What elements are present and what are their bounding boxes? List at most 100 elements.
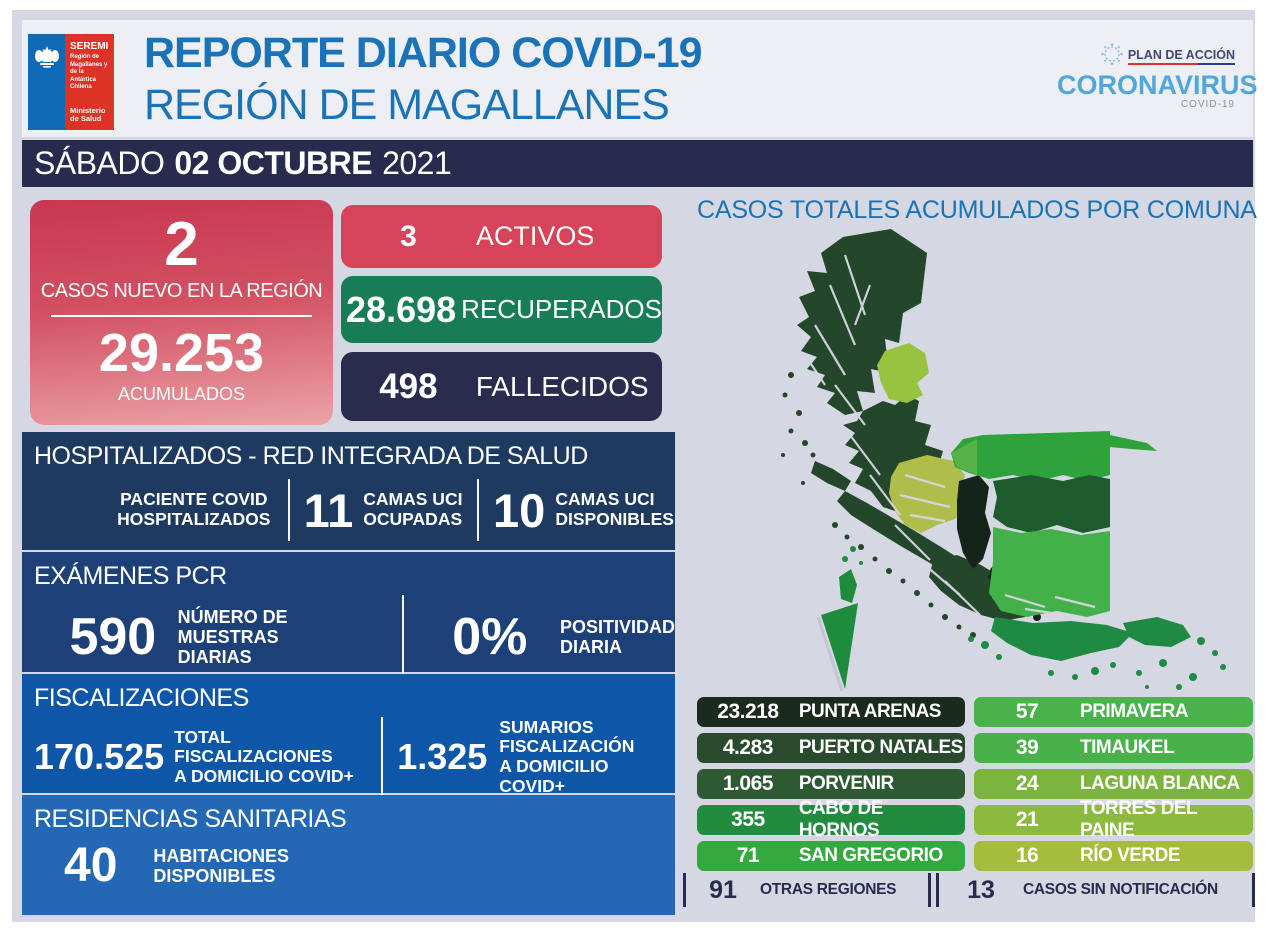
commune-name: PUNTA ARENAS bbox=[798, 701, 942, 722]
active-label: ACTIVOS bbox=[475, 221, 595, 251]
communes-title: CASOS TOTALES ACUMULADOS POR COMUNA bbox=[697, 196, 1257, 224]
uci-occupied-value: 11 bbox=[303, 483, 354, 537]
active-value: 3 bbox=[400, 219, 417, 253]
inspections-summaries-label: SUMARIOS FISCALIZACIÓN A DOMICILIO COVID… bbox=[499, 716, 635, 796]
ministry-label: Ministerio de Salud bbox=[70, 105, 106, 124]
commune-name: LAGUNA BLANCA bbox=[1080, 773, 1240, 794]
commune-name: RÍO VERDE bbox=[1080, 845, 1181, 866]
divider bbox=[477, 479, 480, 541]
commune-row-timaukel: 39 TIMAUKEL bbox=[974, 733, 1253, 763]
commune-value: 71 bbox=[736, 844, 760, 867]
coronavirus-brand: CORONAVIRUS bbox=[1057, 70, 1258, 100]
plan-accion-coronavirus-logo: PLAN DE ACCIÓN CORONAVIRUS COVID-19 bbox=[1057, 42, 1258, 111]
inspections-summaries-value: 1.325 bbox=[397, 736, 488, 777]
seremi-logo-text: SEREMI Región de Magallanes y de la Antá… bbox=[65, 34, 114, 130]
new-cases-card: 2 CASOS NUEVO EN LA REGIÓN 29.253 ACUMUL… bbox=[30, 200, 333, 425]
commune-name: SAN GREGORIO bbox=[798, 845, 943, 866]
commune-row-porvenir: 1.065 PORVENIR bbox=[697, 769, 965, 799]
other-regions-label: OTRAS REGIONES bbox=[760, 881, 897, 898]
page-title-line2: REGIÓN DE MAGALLANES bbox=[144, 80, 670, 129]
date-bar: SÁBADO 02 OCTUBRE 2021 bbox=[22, 140, 1253, 187]
commune-name: TIMAUKEL bbox=[1080, 737, 1175, 758]
commune-name: TORRES DEL PAINE bbox=[1080, 798, 1197, 841]
no-notification-value: 13 bbox=[967, 875, 995, 904]
deceased-card: 498 FALLECIDOS bbox=[341, 352, 662, 421]
page-title: REPORTE DIARIO COVID-19 REGIÓN DE MAGALL… bbox=[144, 28, 703, 131]
commune-value: 4.283 bbox=[722, 736, 774, 759]
inspections-total-label: TOTAL FISCALIZACIONES A DOMICILIO COVID+ bbox=[174, 726, 354, 786]
hospitalized-title: HOSPITALIZADOS - RED INTEGRADA DE SALUD bbox=[34, 442, 588, 470]
commune-value: 21 bbox=[1015, 808, 1039, 831]
commune-value: 39 bbox=[1015, 736, 1039, 759]
inspections-title: FISCALIZACIONES bbox=[34, 684, 249, 712]
covid19-sublabel: COVID-19 bbox=[1180, 99, 1235, 111]
chile-coat-of-arms-icon bbox=[28, 34, 65, 130]
virus-icon bbox=[1100, 42, 1124, 71]
commune-value: 57 bbox=[1015, 700, 1039, 723]
rooms-label: HABITACIONES DISPONIBLES bbox=[153, 845, 290, 886]
card-divider bbox=[51, 315, 312, 317]
inspections-section: FISCALIZACIONES 170.525 TOTAL FISCALIZAC… bbox=[22, 674, 675, 797]
pcr-section: EXÁMENES PCR 590 NÚMERO DE MUESTRAS DIAR… bbox=[22, 552, 676, 679]
divider bbox=[928, 873, 931, 907]
commune-value: 23.218 bbox=[717, 700, 779, 723]
date-year: 2021 bbox=[382, 145, 452, 181]
page-title-line1: REPORTE DIARIO COVID-19 bbox=[144, 29, 703, 77]
active-cases-card: 3 ACTIVOS bbox=[341, 205, 662, 268]
commune-name: PORVENIR bbox=[798, 773, 894, 794]
deceased-value: 498 bbox=[379, 366, 438, 406]
seremi-salud-logo: SEREMI Región de Magallanes y de la Antá… bbox=[28, 34, 114, 130]
divider bbox=[287, 479, 290, 541]
commune-value: 24 bbox=[1015, 772, 1039, 795]
commune-row-laguna-blanca: 24 LAGUNA BLANCA bbox=[974, 769, 1253, 799]
divider bbox=[1252, 873, 1255, 907]
uci-available-value: 10 bbox=[493, 483, 546, 537]
recovered-label: RECUPERADOS bbox=[461, 294, 662, 324]
hospitalized-section: HOSPITALIZADOS - RED INTEGRADA DE SALUD … bbox=[22, 432, 675, 550]
recovered-card: 28.698 RECUPERADOS bbox=[341, 276, 662, 343]
accumulated-label: ACUMULADOS bbox=[117, 383, 246, 404]
other-regions-value: 91 bbox=[709, 875, 737, 904]
residences-section: RESIDENCIAS SANITARIAS 40 HABITACIONES D… bbox=[22, 795, 675, 915]
seremi-label: SEREMI bbox=[70, 41, 109, 52]
commune-row-puerto-natales: 4.283 PUERTO NATALES bbox=[697, 733, 965, 763]
commune-value: 355 bbox=[731, 808, 765, 831]
date-day: SÁBADO bbox=[34, 145, 165, 181]
pcr-title: EXÁMENES PCR bbox=[34, 562, 227, 590]
new-cases-value: 2 bbox=[164, 210, 199, 279]
header: SEREMI Región de Magallanes y de la Antá… bbox=[22, 20, 1258, 137]
plan-de-accion-label: PLAN DE ACCIÓN bbox=[1127, 48, 1235, 65]
seremi-region-label: Región de Magallanes y de la Antártica C… bbox=[70, 54, 108, 90]
accumulated-value: 29.253 bbox=[98, 323, 265, 383]
uci-occupied-label: CAMAS UCI OCUPADAS bbox=[363, 489, 463, 529]
commune-name: CABO DE HORNOS bbox=[798, 798, 884, 841]
commune-row-cabo-de-hornos: 355 CABO DE HORNOS bbox=[697, 798, 965, 841]
pcr-positivity-label: POSITIVIDAD DIARIA bbox=[560, 616, 676, 657]
residences-title: RESIDENCIAS SANITARIAS bbox=[34, 805, 347, 833]
divider bbox=[936, 873, 939, 907]
commune-value: 16 bbox=[1015, 844, 1039, 867]
divider bbox=[401, 595, 404, 679]
magallanes-choropleth-map bbox=[781, 229, 1226, 692]
commune-value: 1.065 bbox=[722, 772, 774, 795]
uci-available-label: CAMAS UCI DISPONIBLES bbox=[555, 489, 674, 529]
pcr-positivity-value: 0% bbox=[452, 608, 528, 666]
commune-row-primavera: 57 PRIMAVERA bbox=[974, 697, 1253, 727]
commune-name: PRIMAVERA bbox=[1080, 701, 1189, 722]
divider bbox=[381, 717, 384, 797]
hospitalized-patient-label: PACIENTE COVID HOSPITALIZADOS bbox=[117, 489, 271, 529]
commune-name: PUERTO NATALES bbox=[798, 737, 964, 758]
commune-row-san-gregorio: 71 SAN GREGORIO bbox=[697, 841, 965, 871]
rooms-value: 40 bbox=[64, 839, 118, 892]
pcr-samples-value: 590 bbox=[69, 608, 157, 666]
deceased-label: FALLECIDOS bbox=[475, 370, 649, 402]
commune-row-rio-verde: 16 RÍO VERDE bbox=[974, 841, 1253, 871]
date-daymonth: 02 OCTUBRE bbox=[174, 145, 373, 181]
commune-row-punta-arenas: 23.218 PUNTA ARENAS bbox=[697, 697, 965, 727]
communes-footer: 91 OTRAS REGIONES 13 CASOS SIN NOTIFICAC… bbox=[683, 870, 1255, 910]
commune-row-torres-del-paine: 21 TORRES DEL PAINE bbox=[974, 798, 1253, 841]
pcr-samples-label: NÚMERO DE MUESTRAS DIARIAS bbox=[177, 606, 288, 668]
recovered-value: 28.698 bbox=[346, 288, 457, 330]
divider bbox=[683, 873, 686, 907]
